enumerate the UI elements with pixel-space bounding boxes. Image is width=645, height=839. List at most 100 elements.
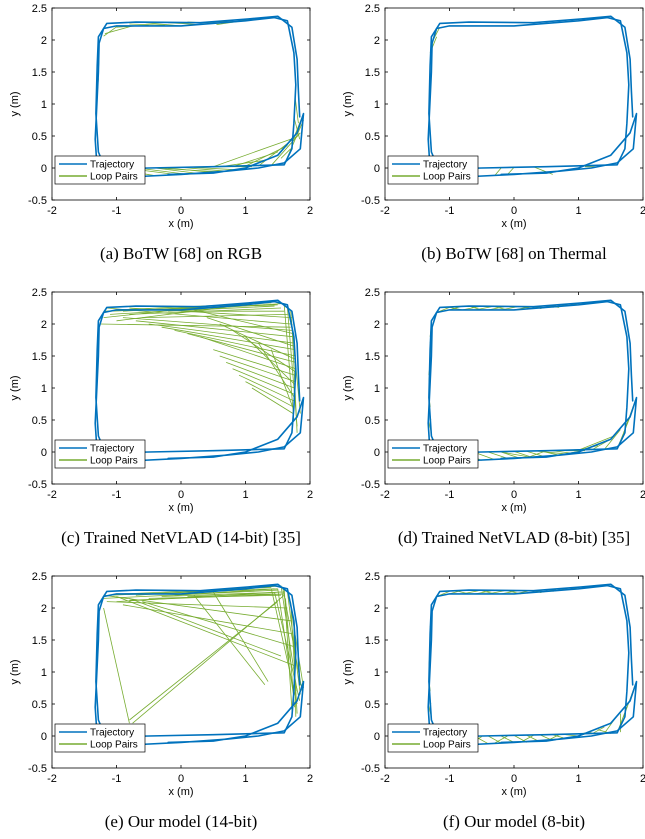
- x-tick-label: 0: [178, 205, 184, 217]
- loop-pair-line: [494, 735, 508, 744]
- legend-label-loop-pairs: Loop Pairs: [423, 740, 471, 751]
- y-tick-label: 0: [374, 163, 380, 175]
- x-axis-label: x (m): [168, 786, 193, 798]
- chart-panel-1: -2 -1 0 1 2 -0.5 0 0.5 1 1.5 2 2.5 x (m) y (m) Traject…: [9, 3, 313, 263]
- loop-pair-line: [232, 330, 297, 373]
- y-tick-label: 2: [374, 35, 380, 47]
- y-tick-label: 2.5: [32, 571, 47, 583]
- y-tick-label: -0.5: [28, 763, 47, 775]
- x-tick-label: -2: [380, 773, 390, 785]
- y-tick-label: 0: [41, 731, 47, 743]
- loop-pair-line: [270, 349, 295, 411]
- x-tick-label: -1: [445, 773, 455, 785]
- y-tick-label: 0: [41, 447, 47, 459]
- loop-pair-line: [251, 387, 294, 414]
- legend-label-trajectory: Trajectory: [423, 444, 467, 455]
- legend-label-trajectory: Trajectory: [423, 160, 467, 171]
- y-tick-label: 1: [41, 99, 47, 111]
- y-tick-label: 2.5: [365, 287, 380, 299]
- loop-pair-line: [226, 362, 295, 389]
- loop-pair-line: [200, 336, 296, 370]
- figure-caption: (d) Trained NetVLAD (8-bit) [35]: [398, 528, 630, 547]
- x-axis-label: x (m): [168, 502, 193, 514]
- loop-pair-line: [475, 452, 495, 461]
- y-tick-label: 1.5: [365, 635, 380, 647]
- y-tick-label: 0.5: [32, 131, 47, 143]
- legend-label-loop-pairs: Loop Pairs: [90, 172, 138, 183]
- legend-box: [54, 723, 146, 753]
- loop-pair-line: [116, 304, 246, 322]
- y-tick-label: 2.5: [32, 3, 47, 15]
- loop-pair-line: [271, 132, 301, 166]
- loop-pair-line: [193, 309, 294, 334]
- x-tick-label: 2: [307, 205, 313, 217]
- loop-pair-line: [129, 601, 278, 721]
- loop-pair-line: [213, 349, 296, 376]
- chart-panel-5: -2 -1 0 1 2 -0.5 0 0.5 1 1.5 2 2.5 x (m) y (m) Traject…: [9, 571, 313, 831]
- legend-box: [387, 155, 479, 185]
- legend-label-loop-pairs: Loop Pairs: [90, 740, 138, 751]
- y-tick-label: -0.5: [28, 195, 47, 207]
- loop-pair-line: [116, 596, 295, 666]
- x-tick-label: 0: [178, 489, 184, 501]
- x-tick-label: 2: [640, 205, 645, 217]
- y-tick-label: 2: [374, 319, 380, 331]
- loop-pair-line: [155, 167, 220, 173]
- y-tick-label: 1: [374, 383, 380, 395]
- chart-panel-3: -2 -1 0 1 2 -0.5 0 0.5 1 1.5 2 2.5 x (m) y (m) Traject…: [9, 287, 313, 547]
- plot-data: [427, 299, 638, 462]
- y-tick-label: 2: [41, 603, 47, 615]
- loop-pair-line: [129, 23, 165, 26]
- x-tick-label: -2: [380, 205, 390, 217]
- loop-pair-line: [238, 374, 295, 402]
- y-tick-label: -0.5: [361, 195, 380, 207]
- loop-pair-line: [258, 342, 295, 398]
- loop-pair-line: [578, 435, 615, 451]
- loop-pair-line: [494, 167, 502, 176]
- x-tick-label: -1: [112, 205, 122, 217]
- y-tick-label: 1.5: [32, 351, 47, 363]
- x-axis-label: x (m): [501, 786, 526, 798]
- legend-label-loop-pairs: Loop Pairs: [423, 172, 471, 183]
- loop-pair-line: [219, 355, 296, 382]
- y-axis-label: y (m): [9, 659, 21, 684]
- y-tick-label: -0.5: [28, 479, 47, 491]
- legend-label-trajectory: Trajectory: [90, 160, 134, 171]
- loop-pair-line: [148, 323, 295, 344]
- y-tick-label: 1.5: [32, 67, 47, 79]
- loop-pair-line: [213, 138, 291, 168]
- loop-pair-line: [285, 598, 295, 708]
- y-tick-label: 0.5: [32, 699, 47, 711]
- loop-pair-line: [280, 148, 291, 159]
- y-tick-label: 0: [374, 447, 380, 459]
- legend-box: [54, 155, 146, 185]
- x-tick-label: -2: [380, 489, 390, 501]
- x-axis-label: x (m): [168, 218, 193, 230]
- legend-label-loop-pairs: Loop Pairs: [423, 456, 471, 467]
- x-tick-label: 1: [242, 205, 248, 217]
- legend-label-trajectory: Trajectory: [423, 728, 467, 739]
- y-tick-label: 2.5: [32, 287, 47, 299]
- legend-box: [387, 439, 479, 469]
- loop-pair-line: [232, 151, 278, 168]
- loop-pair-line: [106, 601, 288, 609]
- figure-caption: (c) Trained NetVLAD (14-bit) [35]: [61, 528, 301, 547]
- legend-label-trajectory: Trajectory: [90, 444, 134, 455]
- loop-pair-line: [174, 588, 278, 596]
- loop-pair-line: [277, 588, 295, 698]
- y-axis-label: y (m): [342, 375, 354, 400]
- loop-pair-line: [232, 368, 295, 395]
- loop-pair-line: [219, 323, 296, 360]
- loop-pair-line: [142, 314, 288, 318]
- x-tick-label: 2: [640, 489, 645, 501]
- y-tick-label: 1.5: [365, 351, 380, 363]
- x-tick-label: 0: [511, 773, 517, 785]
- y-tick-label: 1: [41, 667, 47, 679]
- y-tick-label: 0: [374, 731, 380, 743]
